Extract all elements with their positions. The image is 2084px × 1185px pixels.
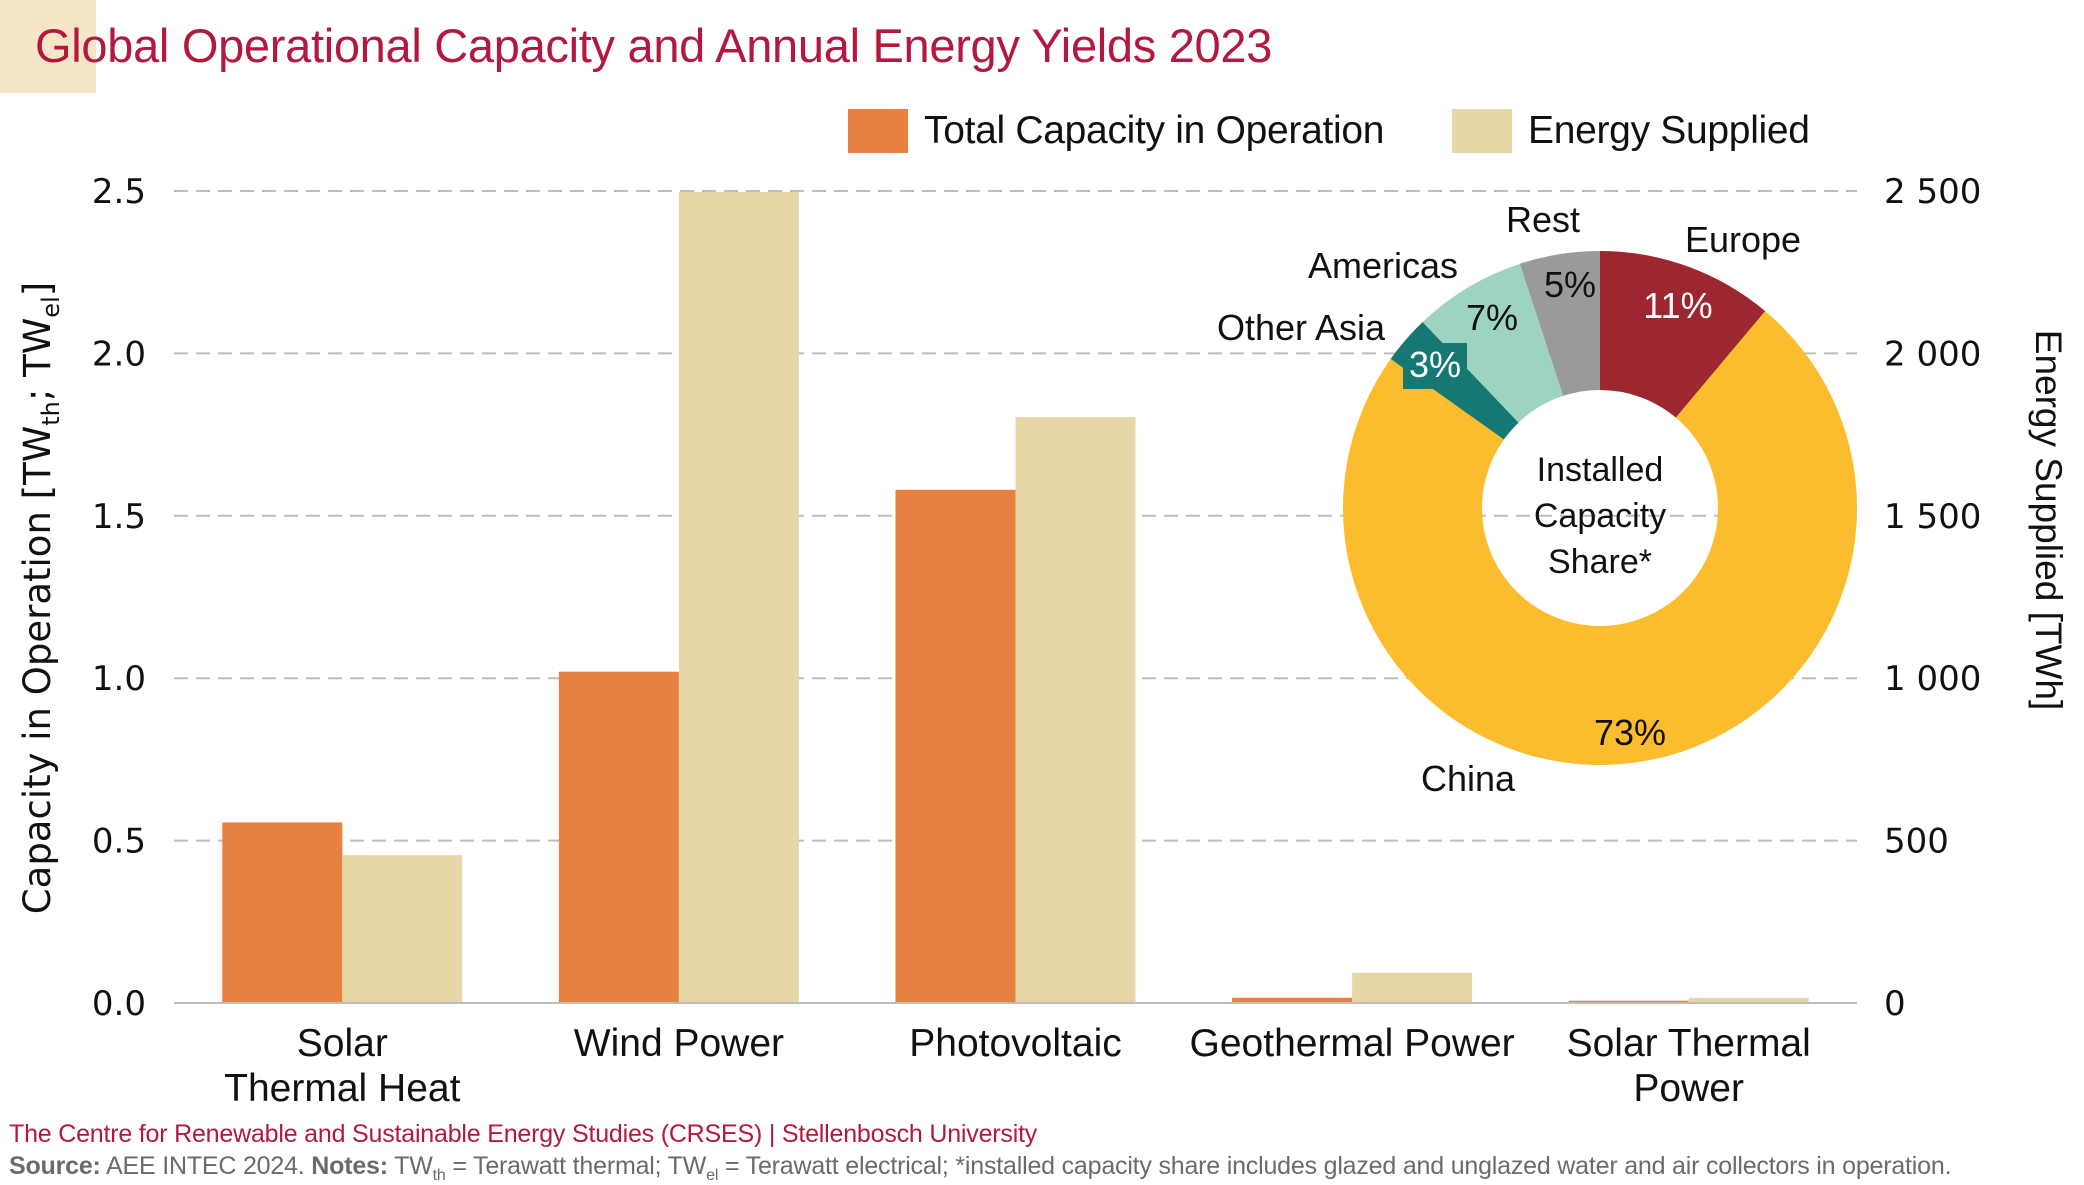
- legend-label-capacity: Total Capacity in Operation: [924, 109, 1385, 152]
- legend-item-capacity: Total Capacity in Operation: [848, 108, 1384, 154]
- y-tick-label: 0.0: [92, 984, 146, 1024]
- notes-th-sub: th: [432, 1167, 446, 1184]
- category-label: Geothermal Power: [1190, 1022, 1515, 1065]
- notes-th-text: = Terawatt thermal; TW: [445, 1152, 707, 1180]
- donut-category-label-americas: Americas: [1308, 245, 1458, 286]
- category-label: Photovoltaic: [909, 1022, 1121, 1065]
- bar-capacity: [222, 822, 343, 1003]
- bar-capacity: [1568, 1000, 1689, 1003]
- donut-percent-label-rest: 5%: [1544, 264, 1596, 305]
- y2-tick-label: 2 500: [1884, 172, 1981, 212]
- bar-capacity: [558, 671, 679, 1003]
- donut-slice-rest: [1519, 251, 1600, 396]
- y-axis-title: Capacity in Operation [TWth; TWel]: [16, 282, 65, 914]
- donut-center-label: Share*: [1548, 543, 1652, 581]
- footer-notes: Source: AEE INTEC 2024. Notes: TWth = Te…: [9, 1152, 1952, 1185]
- title-decoration: [0, 0, 96, 93]
- y2-tick-label: 500: [1884, 822, 1949, 862]
- donut-label-box-other-asia: [1403, 343, 1467, 389]
- y2-tick-label: 2 000: [1884, 334, 1981, 374]
- donut-percent-label-china: 73%: [1594, 712, 1666, 753]
- donut-category-label-europe: Europe: [1685, 219, 1801, 260]
- donut-percent-label-americas: 7%: [1466, 297, 1518, 338]
- category-label: Power: [1633, 1067, 1744, 1110]
- y2-tick-label: 1 500: [1884, 497, 1981, 537]
- donut-percent-label-other-asia: 3%: [1409, 344, 1461, 385]
- notes-el-sub: el: [706, 1167, 719, 1184]
- donut-slice-china: [1342, 311, 1857, 765]
- y-tick-label: 1.5: [92, 497, 146, 537]
- donut-center-label: Installed: [1537, 451, 1664, 489]
- bar-energy: [1352, 972, 1473, 1003]
- y-tick-label: 1.0: [92, 659, 146, 699]
- notes-el-text: = Terawatt electrical; *installed capaci…: [718, 1152, 1952, 1180]
- category-label: Solar Thermal: [1567, 1022, 1811, 1065]
- y2-tick-label: 0: [1884, 984, 1906, 1024]
- notes-tw: TW: [387, 1152, 433, 1180]
- y2-axis-title: Energy Supplied [TWh]: [2028, 330, 2069, 710]
- y2-tick-label: 1 000: [1884, 659, 1981, 699]
- category-label: Solar: [297, 1022, 388, 1065]
- y-tick-label: 2.5: [92, 172, 146, 212]
- legend-item-energy: Energy Supplied: [1452, 108, 1810, 154]
- bar-energy: [1015, 417, 1136, 1003]
- y-tick-label: 0.5: [92, 822, 146, 862]
- donut-slice-americas: [1422, 263, 1564, 423]
- source-text: AEE INTEC 2024.: [100, 1152, 312, 1180]
- category-label: Wind Power: [574, 1022, 784, 1065]
- legend-swatch-energy: [1452, 109, 1512, 153]
- donut-category-label-rest: Rest: [1506, 199, 1580, 240]
- chart-title: Global Operational Capacity and Annual E…: [35, 19, 1273, 72]
- bar-capacity: [1232, 997, 1353, 1003]
- donut-percent-label-europe: 11%: [1643, 285, 1712, 326]
- source-label: Source:: [9, 1152, 101, 1180]
- y-tick-label: 2.0: [92, 334, 146, 374]
- y-ticks: 0.0 0.5 1.0 1.5 2.0 2.5 0 500 1 000 1 500 2 000 2 5…: [92, 172, 1981, 1024]
- legend-label-energy: Energy Supplied: [1528, 109, 1810, 152]
- bar-energy: [342, 855, 463, 1003]
- bars: [222, 191, 1809, 1004]
- donut-slice-europe: [1600, 251, 1766, 418]
- donut-category-label-other-asia: Other Asia: [1217, 307, 1386, 348]
- legend-swatch-capacity: [848, 109, 908, 153]
- category-label: Thermal Heat: [224, 1067, 460, 1110]
- bar-capacity: [895, 489, 1016, 1003]
- bar-energy: [1688, 997, 1809, 1003]
- footer-credit: The Centre for Renewable and Sustainable…: [9, 1120, 1038, 1148]
- bar-energy: [678, 191, 799, 1004]
- donut-category-label-china: China: [1421, 758, 1516, 799]
- notes-label: Notes:: [311, 1152, 388, 1180]
- donut-center-label: Capacity: [1534, 497, 1666, 535]
